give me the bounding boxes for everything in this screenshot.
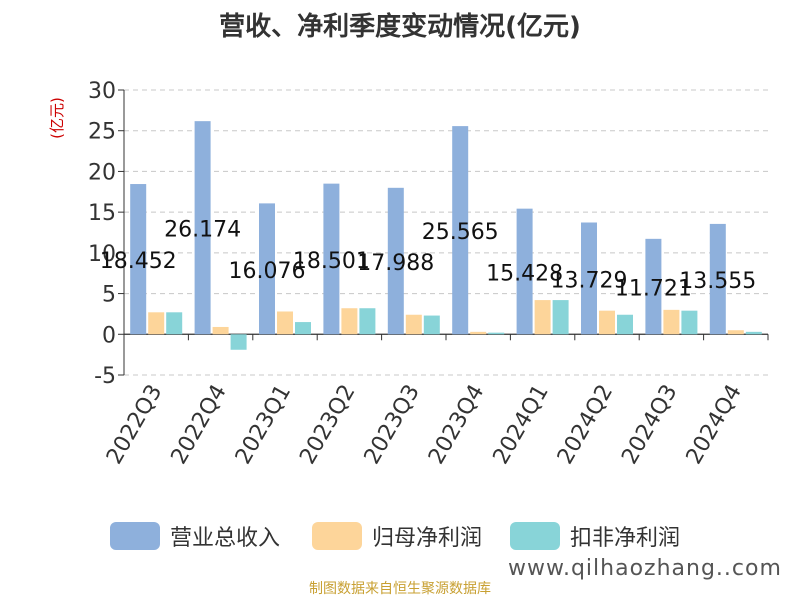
- bar-revenue[interactable]: [709, 223, 726, 335]
- bar-deducted-net-profit[interactable]: [230, 334, 247, 350]
- bar-deducted-net-profit[interactable]: [617, 314, 633, 335]
- bar-deducted-net-profit[interactable]: [295, 322, 311, 335]
- x-tick-label: 2022Q3: [102, 381, 167, 469]
- bar-revenue[interactable]: [130, 184, 147, 335]
- bar-net-profit[interactable]: [212, 326, 229, 335]
- data-label-revenue: 15.428: [486, 261, 563, 286]
- bar-net-profit[interactable]: [148, 312, 165, 335]
- y-tick-label: 10: [88, 242, 116, 267]
- y-tick-label: 15: [88, 201, 116, 226]
- watermark: www.qilhaozhang..com: [508, 556, 782, 581]
- legend-label-net-profit: 归母净利润: [372, 526, 483, 551]
- legend-item-net-profit[interactable]: 归母净利润: [312, 520, 482, 552]
- legend-swatch-deducted-net-profit: [510, 522, 560, 550]
- bar-revenue[interactable]: [581, 222, 597, 335]
- data-label-revenue: 26.174: [164, 218, 241, 243]
- x-tick-label: 2024Q1: [488, 381, 553, 469]
- x-tick-label: 2023Q3: [360, 381, 425, 469]
- x-tick-label: 2022Q4: [166, 381, 231, 469]
- y-axis-unit-label: (亿元): [48, 97, 66, 139]
- y-tick-label: 5: [102, 283, 116, 308]
- y-tick-label: 0: [102, 323, 116, 348]
- bar-net-profit[interactable]: [405, 314, 422, 335]
- legend-item-revenue[interactable]: 营业总收入: [110, 520, 280, 552]
- bar-deducted-net-profit[interactable]: [359, 308, 376, 335]
- bar-deducted-net-profit[interactable]: [166, 312, 183, 335]
- y-tick-label: 20: [88, 160, 116, 185]
- x-tick-label: 2023Q4: [424, 381, 489, 469]
- bars: [130, 121, 762, 350]
- bar-deducted-net-profit[interactable]: [423, 315, 440, 335]
- legend-item-deducted-net-profit[interactable]: 扣非净利润: [510, 520, 680, 552]
- bar-net-profit[interactable]: [341, 308, 358, 335]
- legend-swatch-net-profit: [312, 522, 362, 550]
- bar-deducted-net-profit[interactable]: [681, 310, 698, 335]
- bar-net-profit[interactable]: [599, 310, 615, 335]
- bar-revenue[interactable]: [194, 121, 211, 335]
- data-label-revenue: 18.452: [100, 249, 177, 274]
- bar-net-profit[interactable]: [277, 311, 293, 335]
- data-label-revenue: 17.988: [357, 251, 434, 276]
- source-note: 制图数据来自恒生聚源数据库: [309, 581, 491, 597]
- legend-swatch-revenue: [110, 522, 160, 550]
- x-tick-label: 2024Q2: [553, 381, 618, 469]
- y-tick-label: 30: [88, 79, 116, 104]
- bar-deducted-net-profit[interactable]: [488, 332, 505, 335]
- chart-title: 营收、净利季度变动情况(亿元): [219, 12, 581, 42]
- bar-net-profit[interactable]: [534, 300, 551, 335]
- bar-net-profit[interactable]: [663, 309, 680, 335]
- x-tick-label: 2024Q4: [682, 381, 747, 469]
- bar-revenue[interactable]: [323, 183, 340, 335]
- bar-revenue[interactable]: [387, 187, 404, 335]
- y-tick-label: 25: [88, 120, 116, 145]
- bar-net-profit[interactable]: [727, 330, 744, 335]
- bar-deducted-net-profit[interactable]: [745, 331, 762, 335]
- data-label-revenue: 25.565: [422, 220, 499, 245]
- data-label-revenue: 16.076: [229, 259, 306, 284]
- x-tick-label: 2023Q2: [295, 381, 360, 469]
- bar-revenue[interactable]: [259, 203, 275, 335]
- bar-revenue[interactable]: [645, 238, 662, 335]
- data-label-revenue: 18.501: [293, 249, 370, 274]
- bar-revenue[interactable]: [452, 126, 469, 335]
- x-tick-label: 2023Q1: [231, 381, 296, 469]
- x-tick-label: 2024Q3: [617, 381, 682, 469]
- data-label-revenue: 13.729: [551, 268, 628, 293]
- legend-label-revenue: 营业总收入: [170, 526, 281, 551]
- legend-label-deducted-net-profit: 扣非净利润: [570, 526, 681, 551]
- data-label-revenue: 11.721: [615, 277, 692, 302]
- data-label-revenue: 13.555: [679, 269, 756, 294]
- bar-deducted-net-profit[interactable]: [552, 300, 569, 335]
- y-tick-label: -5: [94, 364, 116, 389]
- bar-net-profit[interactable]: [470, 331, 487, 335]
- bar-revenue[interactable]: [516, 208, 533, 335]
